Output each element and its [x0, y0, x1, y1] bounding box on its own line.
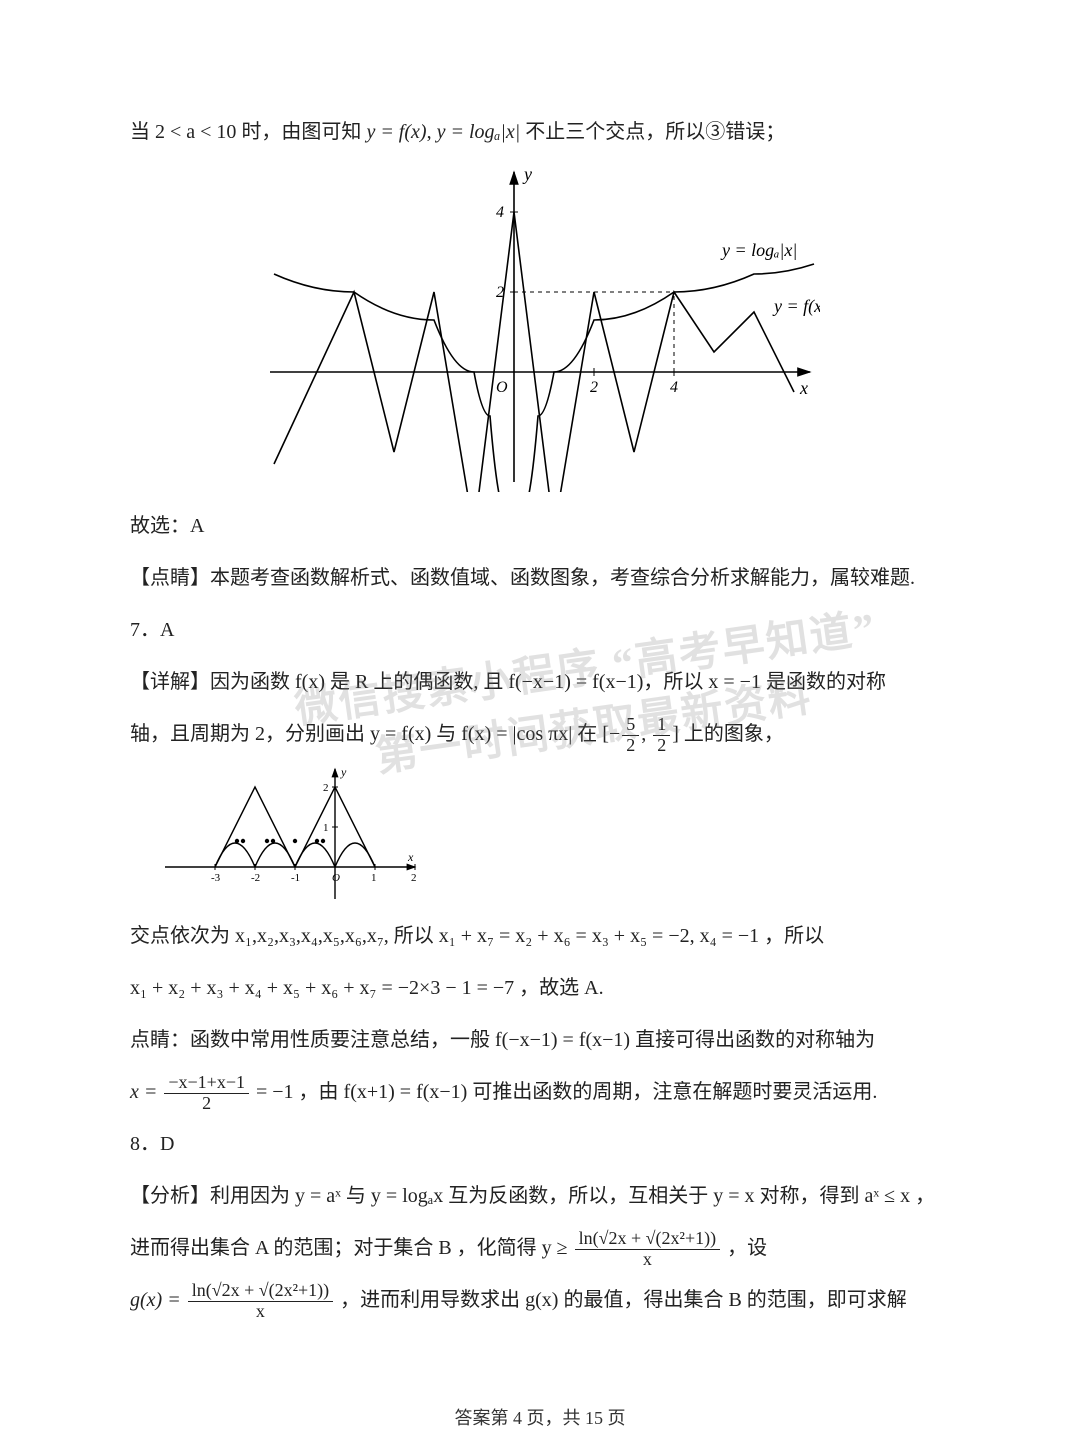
p1-prefix: 当 — [130, 121, 150, 143]
p13-prefix: g(x) = — [130, 1289, 186, 1311]
paragraph-13: g(x) = ln(√2x + √(2x²+1))x ，进而利用导数求出 g(x… — [130, 1278, 950, 1322]
paragraph-10: 8．D — [130, 1122, 950, 1166]
svg-text:y = logₐ|x|: y = logₐ|x| — [720, 240, 797, 260]
p5b-mid: , — [641, 723, 651, 745]
svg-text:-1: -1 — [291, 872, 300, 884]
svg-text:O: O — [332, 872, 340, 884]
p9-frac: −x−1+x−12 — [164, 1073, 249, 1114]
p13-frac: ln(√2x + √(2x²+1))x — [188, 1281, 333, 1322]
svg-text:2: 2 — [411, 872, 417, 884]
paragraph-11: 【分析】利用因为 y = aˣ 与 y = logₐx 互为反函数，所以，互相关… — [130, 1174, 950, 1218]
p12-frac: ln(√2x + √(2x²+1))x — [575, 1229, 720, 1270]
p5b-prefix: 轴，且周期为 2，分别画出 y = f(x) 与 f(x) = |cos πx|… — [130, 723, 620, 745]
paragraph-5b: 轴，且周期为 2，分别画出 y = f(x) 与 f(x) = |cos πx|… — [130, 712, 950, 756]
p5-frac2: 12 — [653, 715, 670, 756]
paragraph-9: x = −x−1+x−12 = −1 ，由 f(x+1) = f(x−1) 可推… — [130, 1070, 950, 1114]
p1-mid: 时，由图可知 — [241, 121, 366, 143]
p9-prefix: x = — [130, 1081, 162, 1103]
paragraph-4: 7．A — [130, 608, 950, 652]
paragraph-6: 交点依次为 x₁,x₂,x₃,x₄,x₅,x₆,x₇, 所以 x₁ + x₇ =… — [130, 914, 950, 958]
p13-suffix: ，进而利用导数求出 g(x) 的最值，得出集合 B 的范围，即可求解 — [335, 1289, 907, 1311]
svg-text:2: 2 — [590, 379, 598, 396]
svg-text:4: 4 — [670, 379, 678, 396]
paragraph-1: 当 2 < a < 10 时，由图可知 y = f(x), y = logₐ|x… — [130, 110, 950, 154]
svg-text:x: x — [799, 378, 808, 398]
svg-text:4: 4 — [496, 204, 504, 221]
svg-text:x: x — [407, 850, 414, 864]
svg-text:1: 1 — [323, 822, 329, 834]
paragraph-2: 故选：A — [130, 504, 950, 548]
svg-text:1: 1 — [371, 872, 377, 884]
paragraph-3: 【点睛】本题考查函数解析式、函数值域、函数图象，考查综合分析求解能力，属较难题. — [130, 556, 950, 600]
p12-suffix: ，设 — [722, 1237, 767, 1259]
paragraph-8: 点睛：函数中常用性质要注意总结，一般 f(−x−1) = f(x−1) 直接可得… — [130, 1018, 950, 1062]
svg-text:y: y — [522, 164, 532, 184]
p1-eq1: y = f(x) — [366, 121, 426, 143]
p12-prefix: 进而得出集合 A 的范围；对于集合 B ，化简得 y ≥ — [130, 1237, 573, 1259]
p5-frac1: 52 — [622, 715, 639, 756]
p1-eq2: y = logₐ|x| — [437, 121, 521, 143]
svg-text:-2: -2 — [251, 872, 260, 884]
document-page: 微信搜索小程序 “高考早知道” 第一时间获取最新资料 当 2 < a < 10 … — [0, 0, 1080, 1454]
figure-1: 2424Oxyy = logₐ|x|y = f(x) — [260, 162, 820, 492]
paragraph-5a: 【详解】因为函数 f(x) 是 R 上的偶函数, 且 f(−x−1) = f(x… — [130, 660, 950, 704]
p5b-suffix: ] 上的图象， — [672, 723, 784, 745]
figure-2: -3 -2 -1 1 2 1 2 Ox y — [160, 764, 420, 904]
svg-text:y = f(x): y = f(x) — [772, 296, 820, 317]
paragraph-7: x₁ + x₂ + x₃ + x₄ + x₅ + x₆ + x₇ = −2×3 … — [130, 966, 950, 1010]
svg-text:2: 2 — [323, 782, 329, 794]
p9-mid: = −1 ，由 f(x+1) = f(x−1) 可推出函数的周期，注意在解题时要… — [251, 1081, 877, 1103]
p1-cond: 2 < a < 10 — [155, 121, 236, 143]
p1-tail: 不止三个交点，所以③错误； — [525, 121, 785, 143]
svg-text:-3: -3 — [211, 872, 221, 884]
page-footer: 答案第 4 页，共 15 页 — [0, 1404, 1080, 1430]
svg-text:y: y — [340, 765, 347, 779]
svg-text:O: O — [496, 379, 508, 396]
paragraph-12: 进而得出集合 A 的范围；对于集合 B ，化简得 y ≥ ln(√2x + √(… — [130, 1226, 950, 1270]
